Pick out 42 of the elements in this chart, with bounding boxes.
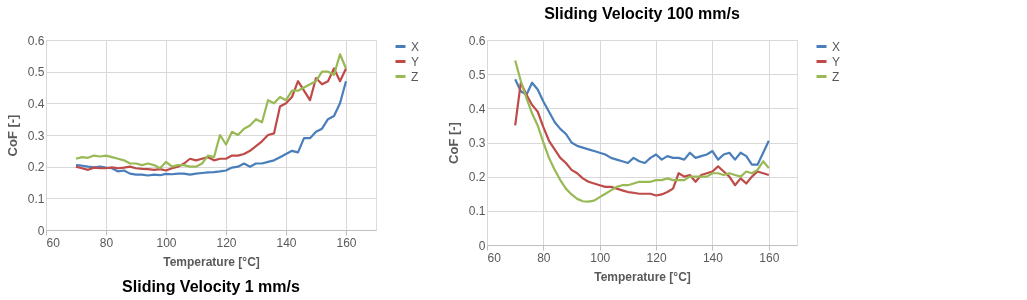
legend-label: Z [411, 69, 419, 84]
legend-label: Z [832, 69, 840, 84]
y-axis-title: CoF [-] [4, 114, 20, 157]
line-series [514, 78, 770, 166]
y-tick-label: 0 [478, 238, 486, 253]
y-axis-title: CoF [-] [445, 122, 461, 164]
x-tick-label: 140 [702, 250, 724, 265]
legend-label: X [411, 39, 420, 54]
x-tick-label: 160 [759, 250, 780, 265]
legend-label: Y [411, 54, 420, 69]
y-tick-label: 0.1 [468, 204, 486, 219]
line-series [514, 81, 770, 197]
y-tick-label: 0 [37, 223, 45, 238]
y-tick-label: 0.4 [27, 96, 45, 111]
line-series [74, 80, 348, 177]
y-tick-label: 0.6 [27, 33, 45, 48]
x-tick-label: 120 [646, 250, 667, 265]
x-tick-label: 80 [537, 250, 551, 265]
chart-title: Sliding Velocity 100 mm/s [544, 5, 740, 22]
y-tick-label: 0.1 [27, 191, 45, 206]
y-tick-label: 0.2 [27, 160, 45, 175]
x-tick-label: 100 [590, 250, 611, 265]
y-tick-label: 0.3 [468, 136, 486, 150]
legend-label: Y [832, 54, 841, 69]
x-axis-title: Temperature [°C] [594, 269, 691, 284]
y-tick-label: 0.2 [468, 170, 486, 185]
x-tick-label: 120 [216, 235, 237, 250]
y-tick-label: 0.5 [468, 67, 486, 82]
x-tick-label: 60 [46, 235, 61, 250]
x-tick-label: 100 [156, 235, 177, 250]
x-tick-label: 60 [487, 250, 502, 265]
x-tick-label: 160 [336, 235, 357, 250]
text: Sliding Velocity 1 mm/s [122, 278, 301, 295]
x-axis-title: Temperature [°C] [163, 254, 260, 269]
line-series [514, 59, 770, 203]
y-tick-label: 0.5 [27, 65, 45, 80]
x-tick-label: 140 [276, 235, 297, 250]
y-tick-label: 0.6 [468, 33, 486, 48]
y-tick-label: 0.4 [468, 101, 486, 116]
legend-label: X [832, 39, 841, 54]
x-tick-label: 80 [99, 235, 114, 250]
y-tick-label: 0.3 [27, 128, 45, 143]
